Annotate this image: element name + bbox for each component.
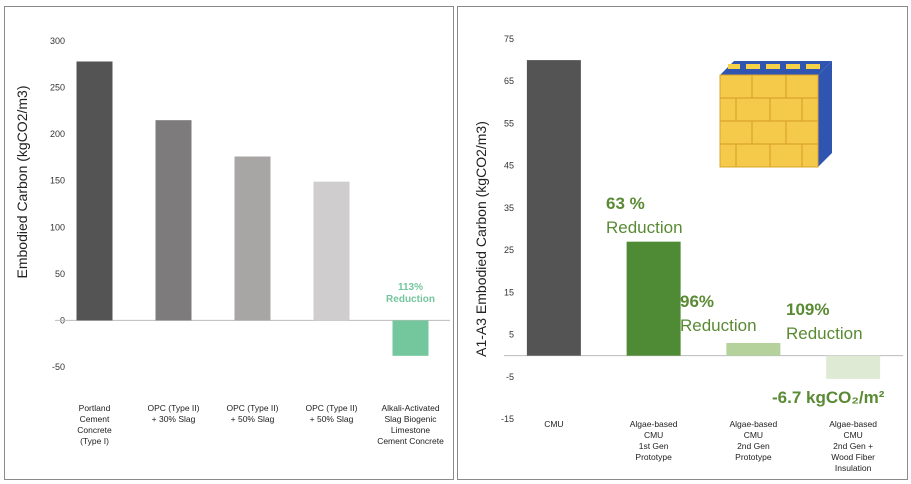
bar [526, 60, 581, 356]
bar [234, 156, 271, 321]
y-tick-label: 150 [50, 176, 65, 186]
annotations: 63 % Reduction 96% Reduction 109% Reduction -6… [606, 194, 885, 407]
y-tick-label: 50 [55, 269, 65, 279]
reduction-annotation: Reduction [386, 294, 435, 305]
y-axis-label: Embodied Carbon (kgCO2/m3) [14, 86, 30, 279]
carbon-value-annotation: -6.7 kgCO₂/m² [772, 388, 885, 407]
right-chart-panel: 75 65 55 45 35 25 15 5 -5 -15 A1-A3 Embodied Carb… [457, 6, 908, 480]
y-tick-label: 5 [509, 330, 514, 340]
reduction-annotation: 109% [786, 300, 829, 319]
bar [726, 343, 781, 356]
y-tick-label: -50 [52, 362, 65, 372]
reduction-annotation: Reduction [606, 218, 683, 237]
y-tick-label: 35 [504, 203, 514, 213]
reduction-annotation: 96% [680, 292, 714, 311]
y-tick-label: 75 [504, 34, 514, 44]
reduction-annotation: Reduction [786, 324, 863, 343]
y-tick-label: 15 [504, 287, 514, 297]
y-axis-ticks: 75 65 55 45 35 25 15 5 -5 -15 [501, 34, 514, 424]
bar [155, 120, 192, 321]
left-chart-panel: 300 250 200 150 100 50 0 -50 Embodied Carbon (k… [4, 6, 454, 480]
bars [76, 61, 429, 356]
category-label: Algae-based CMU 2nd Gen + Wood Fiber Insulat… [829, 419, 877, 473]
category-label: CMU [544, 419, 563, 429]
y-tick-label: 100 [50, 222, 65, 232]
y-tick-label: 45 [504, 161, 514, 171]
bar [826, 355, 881, 379]
right-bar-chart: 75 65 55 45 35 25 15 5 -5 -15 A1-A3 Embodied Carb… [473, 34, 903, 473]
y-tick-label: 200 [50, 129, 65, 139]
y-tick-label: 65 [504, 76, 514, 86]
reduction-annotation: 63 % [606, 194, 645, 213]
y-tick-label: 250 [50, 83, 65, 93]
category-label: OPC (Type II) + 30% Slag [148, 403, 200, 424]
reduction-annotation: 113% [398, 282, 423, 293]
bars [526, 60, 881, 379]
y-tick-label: 300 [50, 36, 65, 46]
y-tick-label: 25 [504, 245, 514, 255]
category-label: Algae-based CMU 2nd Gen Prototype [730, 419, 778, 462]
bar [392, 320, 429, 356]
category-labels: CMU Algae-based CMU 1st Gen Prototype Algae-b… [544, 419, 877, 473]
reduction-annotation: Reduction [680, 316, 757, 335]
y-tick-label: -15 [501, 414, 514, 424]
bar [626, 241, 681, 356]
category-label: Portland Cement Concrete (Type I) [77, 403, 112, 446]
annotations: 113%Reduction [386, 282, 435, 305]
bar [76, 61, 113, 321]
brick-wall-icon [719, 61, 832, 168]
category-label: Alkali-Activated Slag Biogenic Limestone Ce… [377, 403, 444, 446]
y-tick-label: -5 [506, 372, 514, 382]
category-labels: Portland Cement Concrete (Type I) OPC (Type … [77, 403, 444, 446]
y-tick-label: 55 [504, 118, 514, 128]
category-label: OPC (Type II) + 50% Slag [306, 403, 358, 424]
bar [313, 181, 350, 321]
y-axis-label: A1-A3 Embodied Carbon (kgCO2/m3) [473, 121, 489, 357]
category-label: Algae-based CMU 1st Gen Prototype [630, 419, 678, 462]
category-label: OPC (Type II) + 50% Slag [227, 403, 279, 424]
